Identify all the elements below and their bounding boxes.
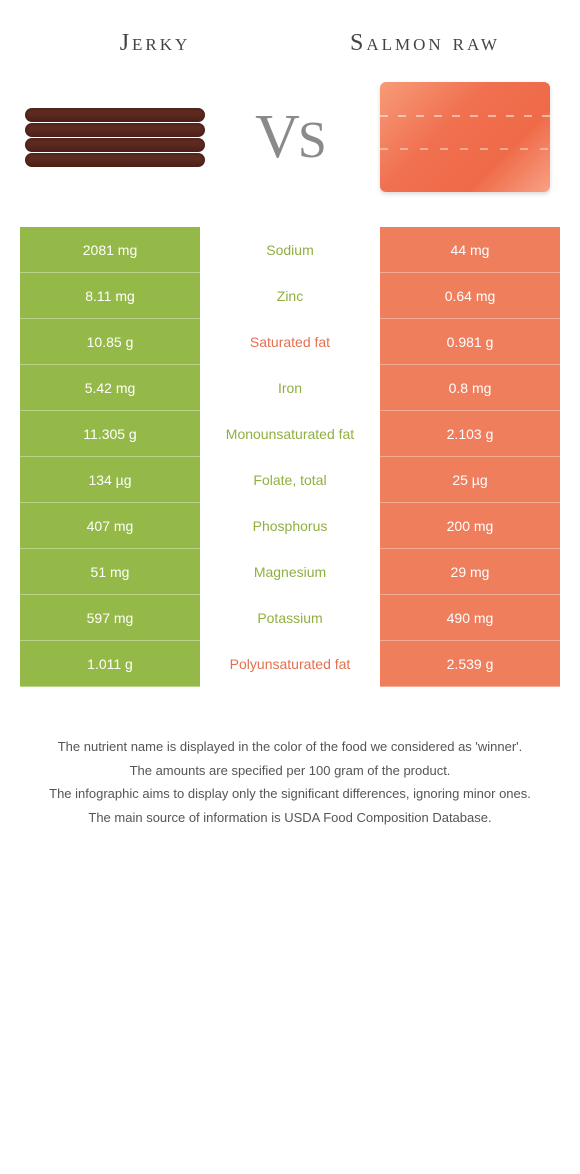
- value-left: 134 µg: [20, 457, 200, 503]
- table-row: 407 mgPhosphorus200 mg: [20, 503, 560, 549]
- header: Jerky Salmon raw: [0, 0, 580, 67]
- nutrient-name: Monounsaturated fat: [200, 411, 380, 457]
- value-left: 51 mg: [20, 549, 200, 595]
- value-right: 29 mg: [380, 549, 560, 595]
- table-row: 2081 mgSodium44 mg: [20, 227, 560, 273]
- nutrient-name: Saturated fat: [200, 319, 380, 365]
- table-row: 1.011 gPolyunsaturated fat2.539 g: [20, 641, 560, 687]
- value-right: 490 mg: [380, 595, 560, 641]
- value-left: 11.305 g: [20, 411, 200, 457]
- footer-notes: The nutrient name is displayed in the co…: [0, 687, 580, 851]
- table-row: 5.42 mgIron0.8 mg: [20, 365, 560, 411]
- value-right: 44 mg: [380, 227, 560, 273]
- nutrient-table: 2081 mgSodium44 mg8.11 mgZinc0.64 mg10.8…: [20, 227, 560, 687]
- value-right: 2.539 g: [380, 641, 560, 687]
- nutrient-name: Folate, total: [200, 457, 380, 503]
- value-right: 0.64 mg: [380, 273, 560, 319]
- title-right: Salmon raw: [304, 30, 547, 57]
- image-row: VS: [0, 67, 580, 227]
- value-right: 200 mg: [380, 503, 560, 549]
- nutrient-name: Zinc: [200, 273, 380, 319]
- footer-line: The amounts are specified per 100 gram o…: [30, 761, 550, 781]
- table-row: 597 mgPotassium490 mg: [20, 595, 560, 641]
- title-left: Jerky: [34, 30, 277, 57]
- jerky-image: [15, 77, 215, 197]
- nutrient-name: Polyunsaturated fat: [200, 641, 380, 687]
- value-left: 407 mg: [20, 503, 200, 549]
- value-right: 2.103 g: [380, 411, 560, 457]
- table-row: 134 µgFolate, total25 µg: [20, 457, 560, 503]
- table-row: 8.11 mgZinc0.64 mg: [20, 273, 560, 319]
- footer-line: The main source of information is USDA F…: [30, 808, 550, 828]
- salmon-image: [365, 77, 565, 197]
- value-right: 0.8 mg: [380, 365, 560, 411]
- footer-line: The nutrient name is displayed in the co…: [30, 737, 550, 757]
- value-left: 5.42 mg: [20, 365, 200, 411]
- nutrient-name: Sodium: [200, 227, 380, 273]
- table-row: 51 mgMagnesium29 mg: [20, 549, 560, 595]
- value-left: 2081 mg: [20, 227, 200, 273]
- value-right: 0.981 g: [380, 319, 560, 365]
- nutrient-name: Phosphorus: [200, 503, 380, 549]
- nutrient-name: Magnesium: [200, 549, 380, 595]
- value-left: 8.11 mg: [20, 273, 200, 319]
- value-left: 1.011 g: [20, 641, 200, 687]
- value-right: 25 µg: [380, 457, 560, 503]
- nutrient-name: Potassium: [200, 595, 380, 641]
- value-left: 10.85 g: [20, 319, 200, 365]
- vs-label: VS: [255, 102, 325, 173]
- value-left: 597 mg: [20, 595, 200, 641]
- footer-line: The infographic aims to display only the…: [30, 784, 550, 804]
- table-row: 11.305 gMonounsaturated fat2.103 g: [20, 411, 560, 457]
- nutrient-name: Iron: [200, 365, 380, 411]
- table-row: 10.85 gSaturated fat0.981 g: [20, 319, 560, 365]
